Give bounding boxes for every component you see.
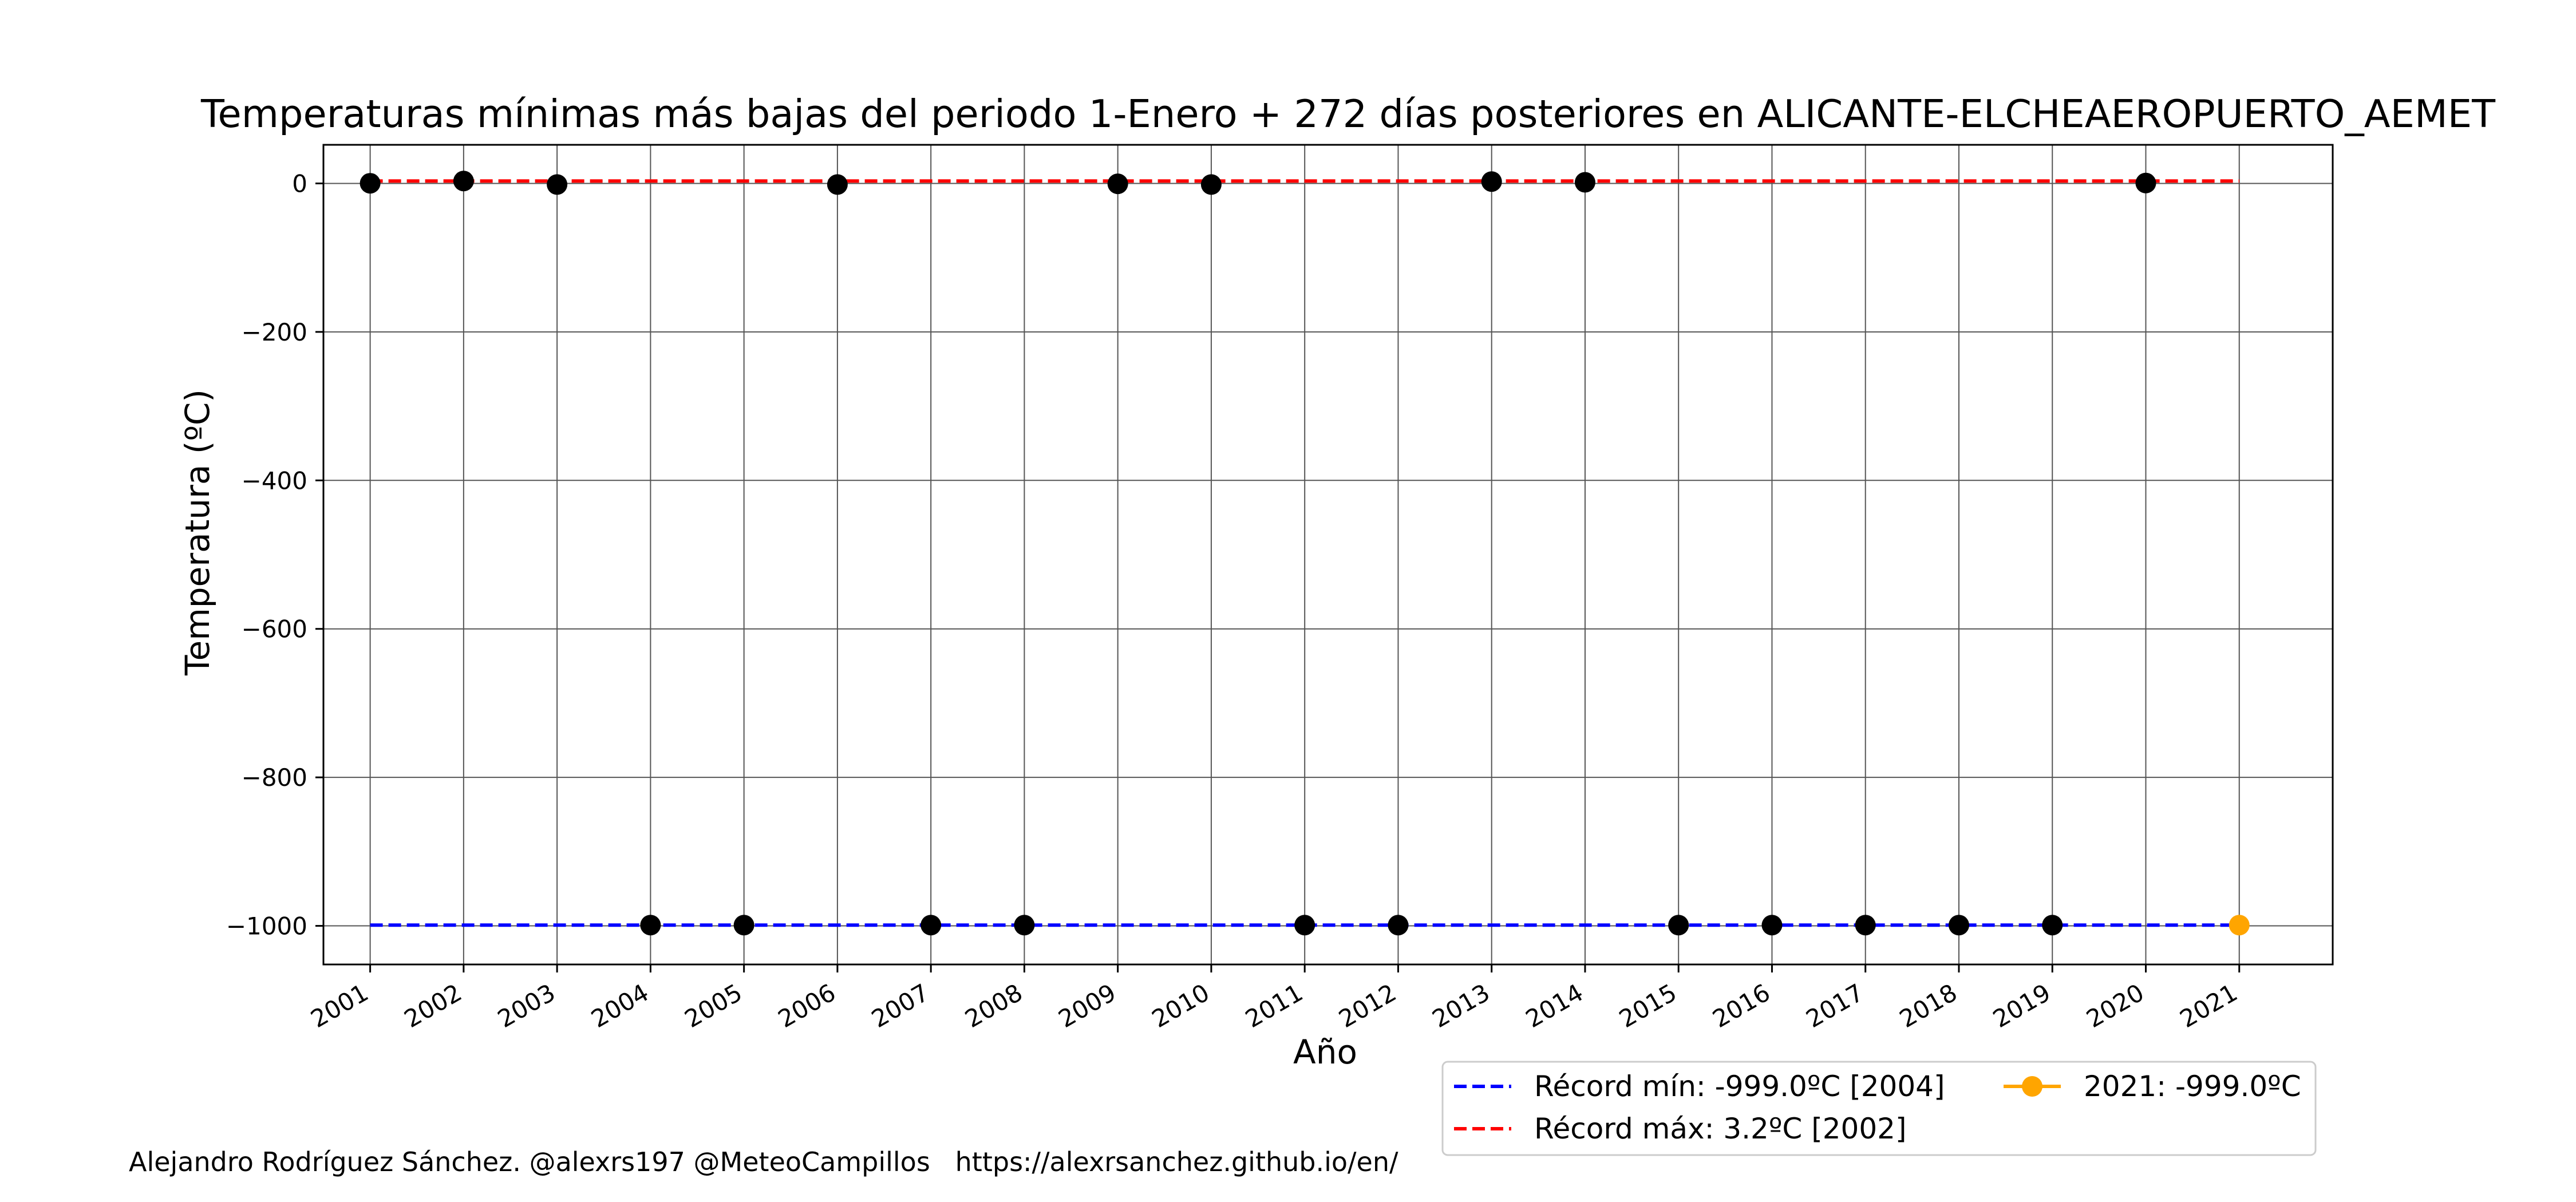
y-axis-ticks: 0 −200 −400 −600 −800 −1000 [226, 169, 323, 940]
x-tick-label: 2009 [1054, 978, 1121, 1033]
x-axis-label: Año [1293, 1033, 1357, 1071]
data-point [920, 915, 942, 936]
legend: Récord mín: -999.0ºC [2004] Récord máx: … [1441, 1061, 2317, 1156]
x-tick-label: 2008 [960, 978, 1027, 1033]
x-tick-label: 2012 [1334, 978, 1401, 1033]
data-point [733, 915, 754, 936]
y-tick-label: −800 [242, 764, 307, 792]
x-tick-label: 2016 [1708, 978, 1775, 1033]
data-points [359, 171, 2250, 936]
x-tick-label: 2019 [1988, 978, 2055, 1033]
data-point [1855, 915, 1876, 936]
x-tick-label: 2002 [400, 978, 467, 1033]
x-tick-label: 2003 [493, 978, 560, 1033]
data-point [453, 171, 474, 192]
data-point [1388, 915, 1409, 936]
data-point [2135, 172, 2156, 193]
x-tick-label: 2013 [1428, 978, 1495, 1033]
x-tick-label: 2001 [306, 978, 373, 1033]
grid [323, 145, 2333, 964]
x-tick-label: 2015 [1614, 978, 1681, 1033]
y-tick-label: −200 [242, 318, 307, 346]
data-point [1200, 174, 1222, 195]
legend-marker-current-year [2022, 1076, 2042, 1097]
y-tick-label: −600 [242, 615, 307, 643]
x-axis-ticks: 2001 2002 2003 2004 2005 2006 2007 2008 2009 2010… [306, 964, 2242, 1033]
legend-label-record-min: Récord mín: -999.0ºC [2004] [1534, 1070, 1945, 1103]
data-point [1668, 915, 1689, 936]
footer-credit: Alejandro Rodríguez Sánchez. @alexrs197 … [129, 1146, 1398, 1177]
data-point [359, 173, 381, 194]
x-tick-label: 2017 [1801, 978, 1868, 1033]
x-tick-label: 2010 [1147, 978, 1214, 1033]
data-point [640, 915, 661, 936]
chart-title: Temperaturas mínimas más bajas del perio… [200, 92, 2496, 136]
data-point [1107, 173, 1128, 195]
x-tick-label: 2011 [1240, 978, 1307, 1033]
legend-label-record-max: Récord máx: 3.2ºC [2002] [1534, 1112, 1906, 1145]
data-point [1948, 915, 1969, 936]
x-tick-label: 2007 [867, 978, 934, 1033]
data-point [547, 174, 568, 195]
x-tick-label: 2006 [773, 978, 840, 1033]
x-tick-label: 2004 [586, 978, 653, 1033]
y-tick-label: −1000 [226, 912, 307, 940]
data-point [1294, 915, 1315, 936]
y-tick-label: −400 [242, 466, 307, 495]
data-point [1761, 915, 1783, 936]
x-tick-label: 2018 [1895, 978, 1962, 1033]
y-tick-label: 0 [292, 169, 307, 197]
y-axis-label: Temperatura (ºC) [178, 389, 217, 676]
legend-label-current-year: 2021: -999.0ºC [2084, 1070, 2301, 1103]
data-point [1014, 915, 1035, 936]
x-tick-label: 2020 [2081, 978, 2148, 1033]
data-point [1574, 172, 1595, 193]
data-point [1481, 171, 1502, 192]
current-year-point [2229, 915, 2250, 936]
data-point [2042, 915, 2063, 936]
data-point [827, 174, 848, 195]
x-tick-label: 2014 [1521, 978, 1588, 1033]
plot-frame [322, 144, 2334, 966]
x-tick-label: 2005 [680, 978, 747, 1033]
legend-frame [1441, 1061, 2317, 1156]
x-tick-label: 2021 [2175, 978, 2242, 1033]
